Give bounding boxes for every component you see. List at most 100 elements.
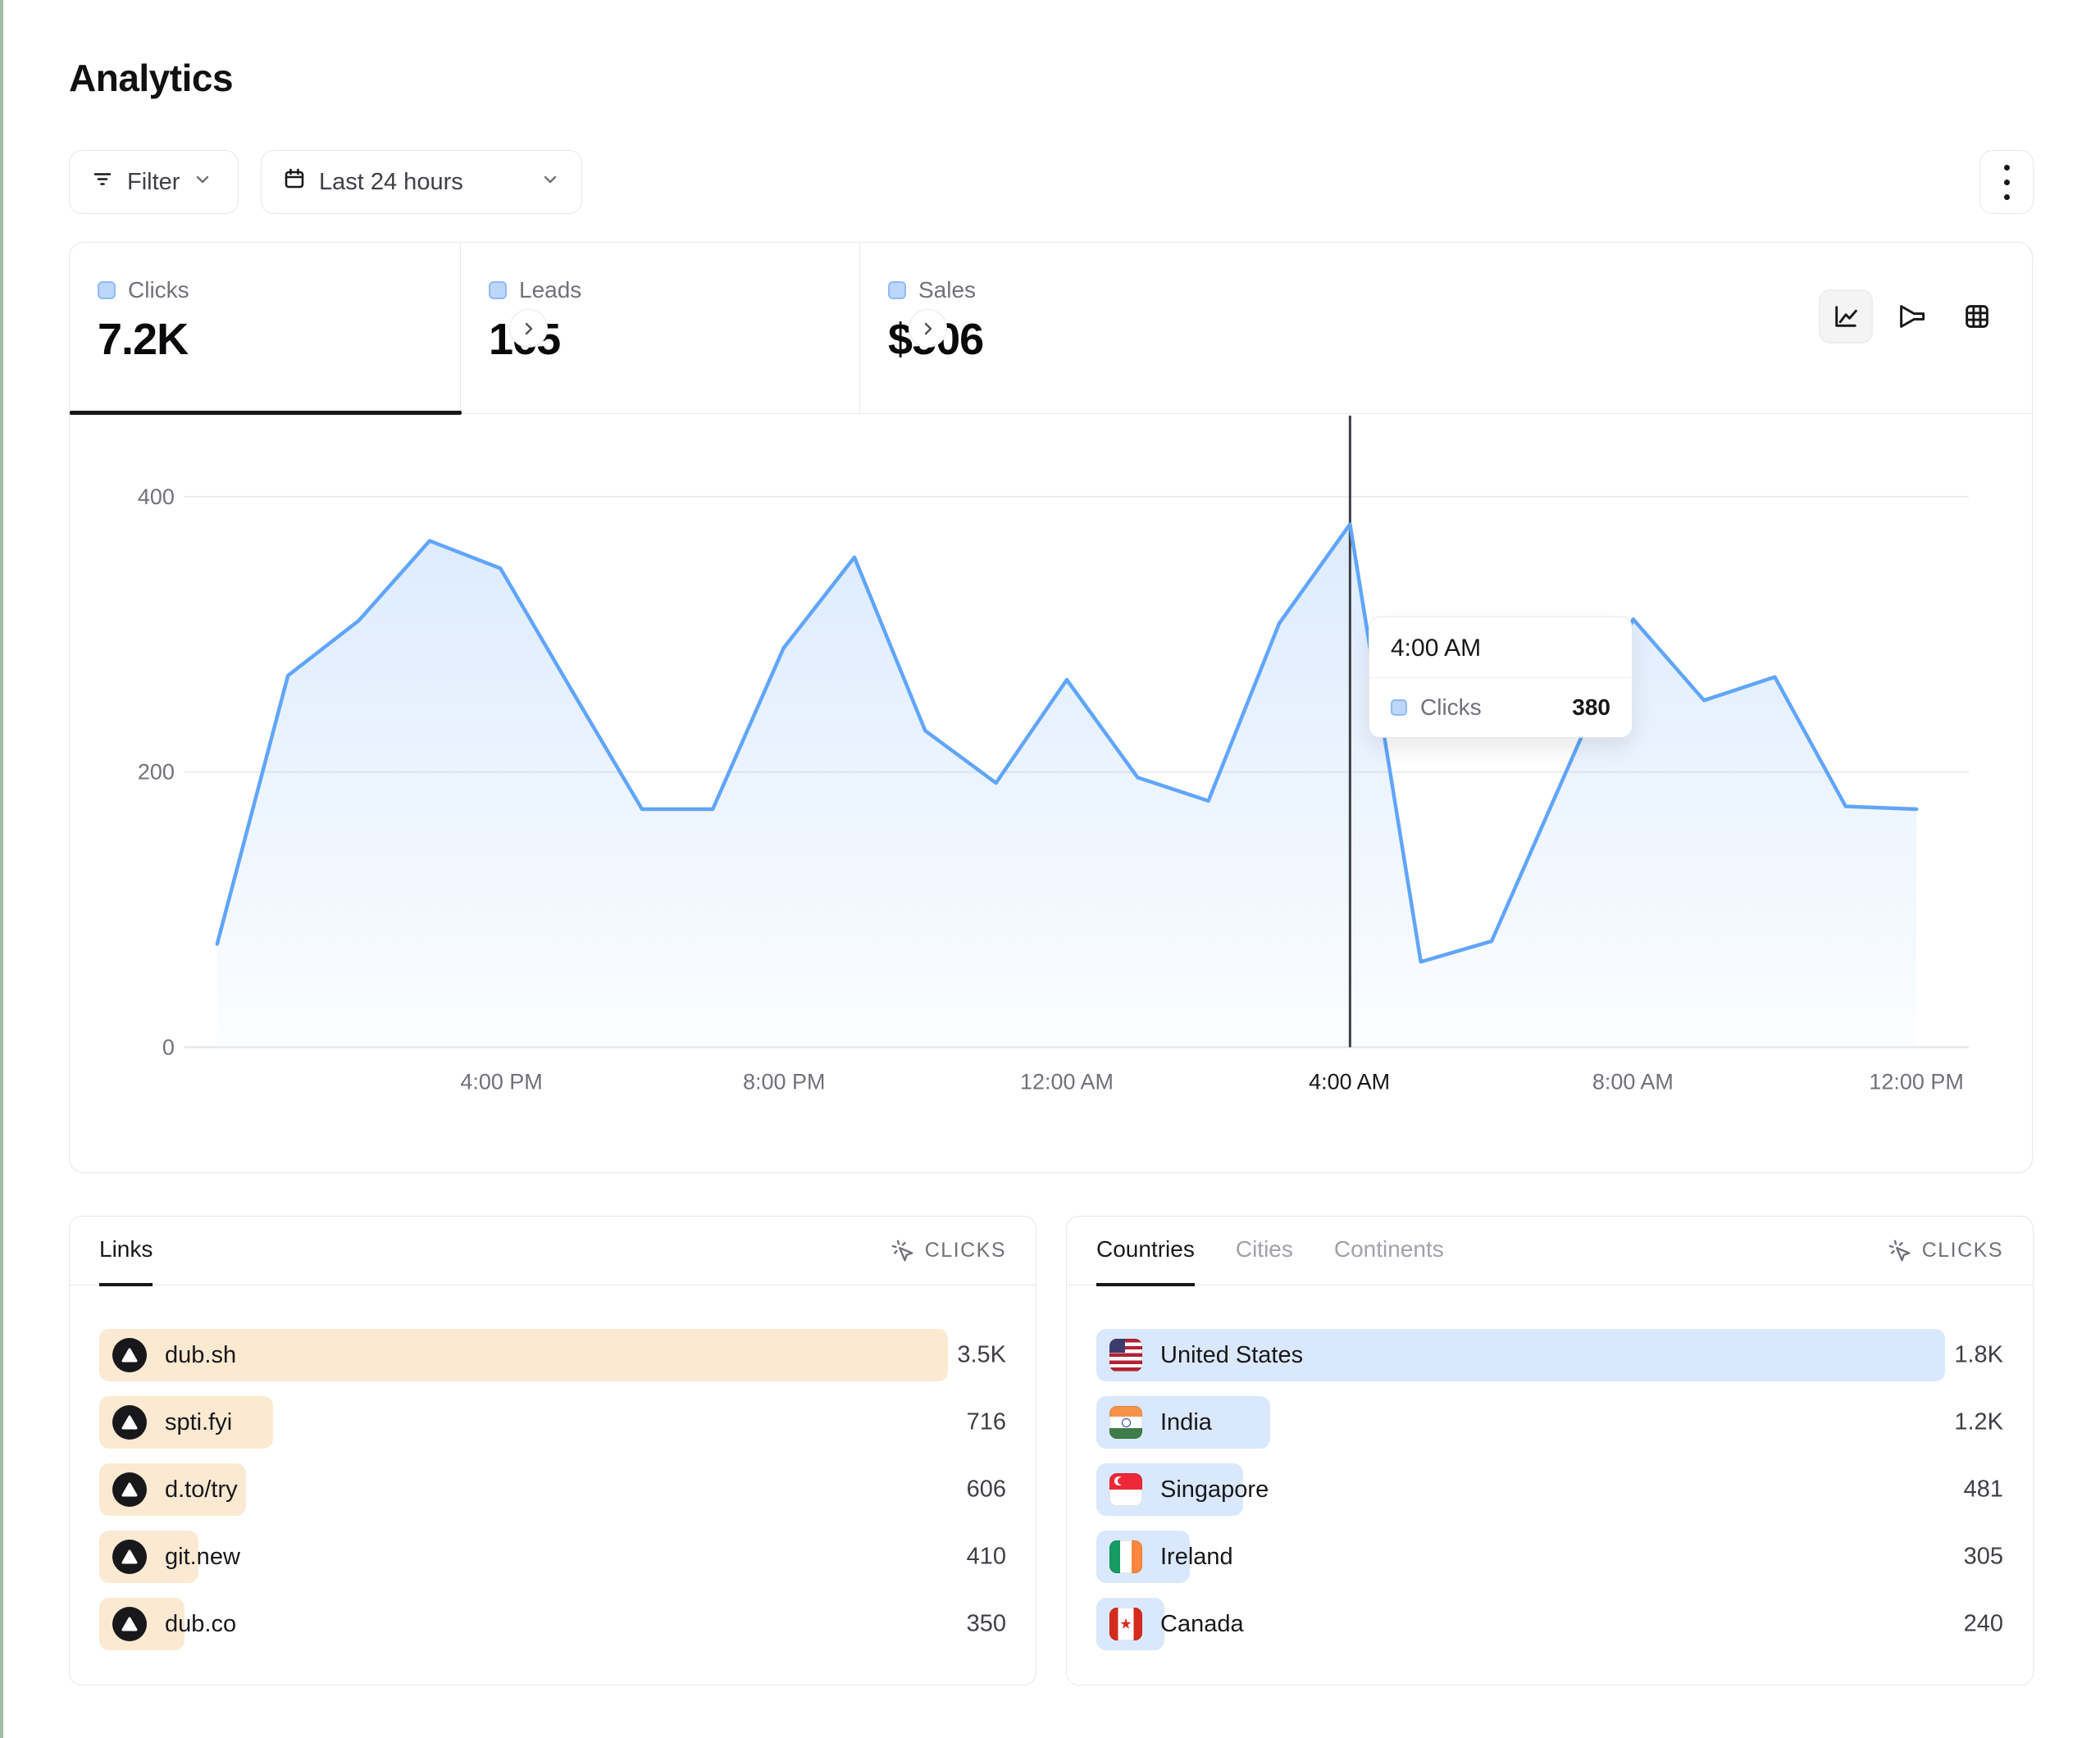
svg-text:0: 0 xyxy=(162,1035,175,1059)
clicks-value: 7.2K xyxy=(98,315,189,364)
link-clicks-value: 410 xyxy=(966,1543,1006,1570)
svg-text:12:00 PM: 12:00 PM xyxy=(1869,1069,1963,1094)
link-row[interactable]: git.new 410 xyxy=(99,1531,1006,1583)
link-row[interactable]: dub.sh 3.5K xyxy=(99,1329,1006,1381)
tab-continents[interactable]: Continents xyxy=(1334,1217,1444,1286)
dub-logo-icon xyxy=(112,1472,147,1507)
country-row[interactable]: United States 1.8K xyxy=(1096,1329,2003,1381)
link-label: d.to/try xyxy=(165,1476,238,1503)
link-row[interactable]: dub.co 350 xyxy=(99,1598,1006,1650)
page-title: Analytics xyxy=(69,57,234,99)
chevron-down-icon xyxy=(540,169,560,196)
india-flag-icon xyxy=(1109,1406,1142,1439)
link-clicks-value: 350 xyxy=(966,1610,1006,1637)
continents-tab-label: Continents xyxy=(1333,1236,1444,1263)
link-label: dub.co xyxy=(165,1610,237,1637)
chevron-right-icon xyxy=(924,322,932,334)
dub-logo-icon xyxy=(112,1607,147,1641)
link-clicks-value: 3.5K xyxy=(957,1341,1006,1368)
tab-clicks[interactable]: Clicks 7.2K xyxy=(70,243,461,413)
leads-legend-chip xyxy=(489,281,507,299)
link-row[interactable]: d.to/try 606 xyxy=(99,1463,1006,1516)
svg-text:200: 200 xyxy=(138,760,175,785)
link-label: spti.fyi xyxy=(165,1408,233,1435)
svg-text:8:00 PM: 8:00 PM xyxy=(743,1069,825,1094)
funnel-icon xyxy=(1900,305,1925,328)
svg-text:400: 400 xyxy=(138,485,175,509)
funnel-view-button[interactable] xyxy=(1884,289,1938,344)
dub-logo-icon xyxy=(112,1405,147,1440)
line-chart-icon xyxy=(1835,306,1857,327)
clicks-legend-chip xyxy=(98,281,116,299)
cursor-click-icon xyxy=(891,1240,913,1261)
country-row[interactable]: Singapore 481 xyxy=(1096,1463,2003,1516)
expand-clicks-button[interactable] xyxy=(509,309,548,348)
links-panel: Links CLICKS dub.sh 3.5K spti.fyi 716 xyxy=(69,1216,1036,1686)
clicks-area-fill xyxy=(216,524,1917,1048)
svg-text:4:00 PM: 4:00 PM xyxy=(460,1069,542,1094)
ireland-flag-icon xyxy=(1109,1540,1142,1573)
tooltip-time: 4:00 AM xyxy=(1369,617,1632,678)
geo-metric-label: CLICKS xyxy=(1921,1239,2003,1262)
country-label: Ireland xyxy=(1160,1543,1233,1570)
link-row[interactable]: spti.fyi 716 xyxy=(99,1396,1006,1449)
link-clicks-value: 606 xyxy=(966,1476,1006,1503)
svg-text:8:00 AM: 8:00 AM xyxy=(1592,1069,1674,1094)
tab-links[interactable]: Links xyxy=(99,1217,153,1286)
clicks-tab-label: Clicks xyxy=(128,277,189,303)
x-axis-ticks: 4:00 PM 8:00 PM 12:00 AM 4:00 AM 8:00 AM… xyxy=(460,1069,1963,1094)
chart-view-switcher xyxy=(1819,289,2004,344)
chart-canvas: 400 200 0 4:00 PM 8:00 PM 12:00 AM 4:00 … xyxy=(138,415,1970,1094)
tab-cities[interactable]: Cities xyxy=(1236,1217,1293,1286)
country-row[interactable]: Canada 240 xyxy=(1096,1598,2003,1650)
canada-flag-icon xyxy=(1109,1608,1142,1640)
cursor-click-icon xyxy=(1888,1240,1911,1261)
sales-legend-chip xyxy=(888,281,906,299)
line-chart-view-button[interactable] xyxy=(1819,289,1873,344)
expand-leads-button[interactable] xyxy=(909,309,947,348)
country-label: Canada xyxy=(1160,1610,1244,1637)
svg-text:12:00 AM: 12:00 AM xyxy=(1020,1069,1114,1094)
links-metric-toggle[interactable]: CLICKS xyxy=(891,1217,1006,1285)
sales-tab-label: Sales xyxy=(918,277,977,303)
country-clicks-value: 1.2K xyxy=(1954,1408,2003,1435)
country-label: India xyxy=(1160,1408,1212,1435)
leads-tab-label: Leads xyxy=(519,277,582,303)
us-flag-icon xyxy=(1109,1339,1142,1372)
tab-countries[interactable]: Countries xyxy=(1096,1217,1195,1286)
singapore-flag-icon xyxy=(1109,1473,1142,1506)
link-clicks-value: 716 xyxy=(966,1408,1006,1435)
country-row[interactable]: Ireland 305 xyxy=(1096,1531,2003,1583)
stats-tab-bar: Clicks 7.2K Leads 165 Sales $506 xyxy=(70,243,2032,415)
filter-button[interactable]: Filter xyxy=(69,150,239,214)
geo-panel: Countries Cities Continents CLICKS Unite… xyxy=(1066,1216,2034,1686)
clicks-time-series-chart[interactable]: 400 200 0 4:00 PM 8:00 PM 12:00 AM 4:00 … xyxy=(70,414,2032,1172)
date-range-button[interactable]: Last 24 hours xyxy=(261,150,582,214)
link-label: dub.sh xyxy=(165,1341,237,1368)
geo-metric-toggle[interactable]: CLICKS xyxy=(1888,1217,2003,1285)
country-label: Singapore xyxy=(1160,1476,1269,1503)
cities-tab-label: Cities xyxy=(1235,1236,1293,1263)
country-clicks-value: 1.8K xyxy=(1954,1341,2003,1368)
svg-text:4:00 AM: 4:00 AM xyxy=(1309,1069,1390,1094)
more-options-button[interactable] xyxy=(1979,150,2034,214)
links-tab-label: Links xyxy=(99,1236,153,1263)
country-row[interactable]: India 1.2K xyxy=(1096,1396,2003,1449)
dub-logo-icon xyxy=(112,1338,147,1372)
chevron-right-icon xyxy=(525,322,532,334)
clicks-line xyxy=(215,522,1919,964)
countries-tab-label: Countries xyxy=(1096,1236,1195,1263)
analytics-card: Clicks 7.2K Leads 165 Sales $506 xyxy=(69,242,2033,1173)
active-tab-underline xyxy=(70,410,462,415)
country-label: United States xyxy=(1160,1341,1304,1368)
country-clicks-value: 305 xyxy=(1963,1543,2003,1570)
link-bar xyxy=(99,1329,948,1381)
kebab-menu-icon xyxy=(2003,164,2010,200)
y-axis-ticks: 400 200 0 xyxy=(138,485,175,1059)
tooltip-series-label: Clicks xyxy=(1420,694,1482,720)
filter-label: Filter xyxy=(127,168,180,195)
table-grid-icon xyxy=(1966,305,1988,328)
filter-icon xyxy=(91,167,114,197)
table-view-button[interactable] xyxy=(1950,289,2004,344)
link-label: git.new xyxy=(165,1543,240,1570)
